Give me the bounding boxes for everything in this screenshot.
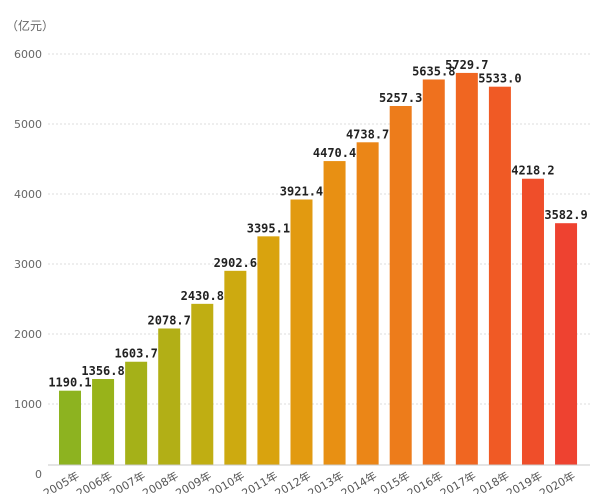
bar [158, 328, 181, 465]
bar [92, 379, 115, 465]
bar-value-label: 3582.9 [544, 208, 587, 222]
bar-value-label: 5533.0 [478, 72, 521, 86]
bar [555, 223, 578, 465]
bar-value-label: 3395.1 [247, 221, 290, 235]
x-axis-tick-labels: 2005年2006年2007年2008年2009年2010年2011年2012年… [41, 468, 578, 494]
bar [59, 390, 81, 465]
bar [224, 270, 247, 465]
bar-value-label: 1603.7 [114, 347, 157, 361]
y-tick-label: 0 [35, 468, 42, 481]
bar [455, 72, 478, 466]
bar-value-label: 5257.3 [379, 91, 422, 105]
bar-value-label: 5635.8 [412, 64, 455, 78]
bar [290, 199, 313, 465]
bar-value-label: 4218.2 [511, 164, 554, 178]
y-tick-label: 1000 [14, 398, 42, 411]
bar-value-label: 3921.4 [280, 185, 323, 199]
y-tick-label: 6000 [14, 48, 42, 61]
bar-value-label: 2902.6 [214, 256, 257, 270]
bar [422, 79, 445, 465]
bar [323, 161, 346, 465]
bar-value-label: 1190.1 [48, 376, 91, 390]
y-tick-label: 2000 [14, 328, 42, 341]
y-unit-label: （亿元） [6, 18, 54, 33]
bar [125, 361, 148, 465]
y-tick-label: 5000 [14, 118, 42, 131]
y-axis-tick-labels: 0 1000 2000 3000 4000 5000 6000 [14, 48, 42, 481]
bar [488, 86, 511, 465]
bar [521, 178, 544, 465]
bar [389, 105, 412, 465]
y-tick-label: 3000 [14, 258, 42, 271]
bar-value-label: 4470.4 [313, 146, 356, 160]
bar [191, 303, 214, 465]
y-tick-label: 4000 [14, 188, 42, 201]
bar [257, 236, 280, 465]
bar-value-label: 4738.7 [346, 127, 389, 141]
bar-value-label: 1356.8 [81, 364, 124, 378]
bar-series [59, 72, 578, 466]
bar [356, 142, 379, 465]
bar-value-label: 2430.8 [181, 289, 224, 303]
bar-value-label: 5729.7 [445, 58, 488, 72]
bar-value-label: 2078.7 [148, 313, 191, 327]
